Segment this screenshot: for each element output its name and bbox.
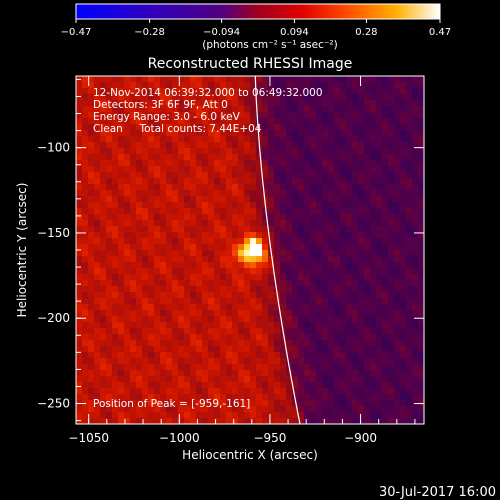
x-tick-label: −1000 <box>159 431 200 445</box>
annotation-clean: Clean Total counts: 7.44E+04 <box>93 123 262 135</box>
y-axis: −100 −150 −200 −250 <box>37 78 424 422</box>
x-axis: −1050 −1000 −950 −900 <box>68 76 416 445</box>
x-tick-label: −900 <box>344 431 377 445</box>
x-tick-label: −1050 <box>68 431 109 445</box>
colorbar-tick-label: 0.28 <box>355 27 377 38</box>
y-tick-label: −200 <box>37 311 70 325</box>
heatmap <box>76 76 424 424</box>
annotation-energy: Energy Range: 3.0 - 6.0 keV <box>93 111 241 123</box>
y-tick-label: −250 <box>37 397 70 411</box>
x-tick-label: −950 <box>253 431 286 445</box>
annotation-peak-position: Position of Peak = [-959,-161] <box>93 398 250 410</box>
colorbar-tick-label: −0.094 <box>203 27 240 38</box>
annotation-detectors: Detectors: 3F 6F 9F, Att 0 <box>93 99 228 111</box>
chart-title: Reconstructed RHESSI Image <box>148 56 353 72</box>
y-tick-label: −100 <box>37 141 70 155</box>
colorbar-tick-label: −0.47 <box>61 27 92 38</box>
colorbar <box>75 3 441 20</box>
footer-date: 30-Jul-2017 16:00 <box>379 485 496 500</box>
y-axis-label: Heliocentric Y (arcsec) <box>15 183 29 318</box>
y-tick-label: −150 <box>37 226 70 240</box>
colorbar-tick-label: 0.47 <box>429 27 451 38</box>
solar-limb-line <box>254 76 301 424</box>
x-axis-label: Heliocentric X (arcsec) <box>182 448 318 462</box>
colorbar-label: (photons cm⁻² s⁻¹ asec⁻²) <box>202 39 337 51</box>
colorbar-ticks: −0.47 −0.28 −0.094 0.094 0.28 0.47 <box>61 19 451 38</box>
colorbar-tick-label: 0.094 <box>280 27 309 38</box>
annotation-time: 12-Nov-2014 06:39:32.000 to 06:49:32.000 <box>93 87 323 99</box>
colorbar-tick-label: −0.28 <box>134 27 165 38</box>
annotations: 12-Nov-2014 06:39:32.000 to 06:49:32.000… <box>93 87 323 410</box>
